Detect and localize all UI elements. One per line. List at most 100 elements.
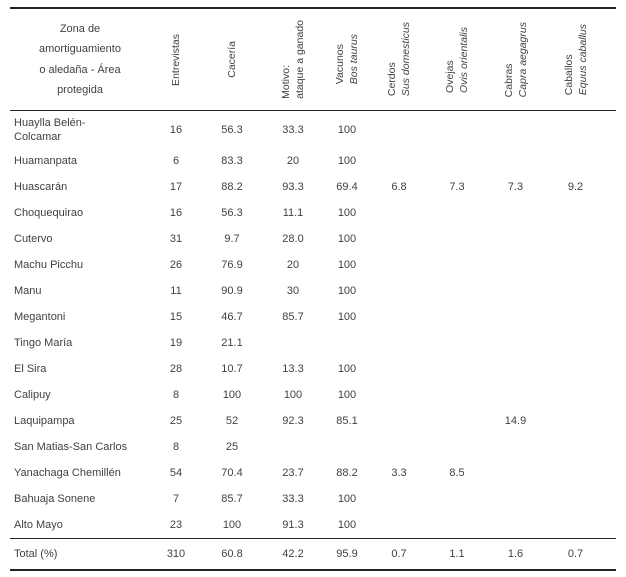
rotated-header-text: Cabras Capra aegagrus — [502, 22, 530, 97]
cell-entrevistas: 25 — [169, 415, 183, 427]
cell-vacunos: 100 — [337, 207, 357, 219]
cell-motivo: 33.3 — [282, 123, 304, 136]
cell-caceria: 90.9 — [221, 285, 243, 297]
rotated-header-text: Entrevistas — [169, 34, 183, 86]
cell-motivo: 13.3 — [282, 363, 304, 375]
cell-cabras — [486, 486, 545, 512]
cell-cabras: 7.3 — [507, 181, 524, 193]
cell-cabras — [486, 200, 545, 226]
table-row: Yanachaga Chemillén 54 70.4 23.7 88.2 3.3 8.5 — [10, 460, 616, 486]
row-label: El Sira — [14, 363, 47, 375]
cell-entrevistas: 31 — [169, 233, 183, 245]
cell-cerdos — [370, 200, 428, 226]
cell-caballos — [545, 408, 606, 434]
cell-caballos — [545, 200, 606, 226]
cell-caceria: 100 — [222, 519, 242, 531]
row-label: San Matias-San Carlos — [14, 441, 128, 453]
cell-caceria: 46.7 — [221, 311, 243, 323]
table-row: Huamanpata 6 83.3 20 100 — [10, 148, 616, 174]
header-species-sublabel: Equus caballus — [576, 23, 589, 96]
cell-motivo: 85.7 — [282, 311, 304, 323]
cell-caballos: 0.7 — [567, 548, 584, 560]
cell-caballos — [545, 356, 606, 382]
cell-cerdos — [370, 408, 428, 434]
cell-cabras — [486, 278, 545, 304]
table-row: Cutervo 31 9.7 28.0 100 — [10, 226, 616, 252]
cell-ovejas — [428, 278, 486, 304]
row-label: Calipuy — [14, 389, 51, 401]
column-header-cabras: Cabras Capra aegagrus — [486, 9, 545, 110]
cell-caballos — [545, 382, 606, 408]
cell-vacunos: 69.4 — [336, 181, 358, 193]
cell-entrevistas: 6 — [172, 155, 180, 167]
cell-cerdos — [370, 226, 428, 252]
cell-ovejas — [428, 148, 486, 174]
cell-caceria: 76.9 — [221, 259, 243, 271]
cell-entrevistas: 26 — [169, 259, 183, 271]
cell-ovejas — [428, 408, 486, 434]
cell-caballos — [545, 486, 606, 512]
cell-cabras — [486, 252, 545, 278]
cell-ovejas — [428, 200, 486, 226]
table-row: Manu 11 90.9 30 100 — [10, 278, 616, 304]
cell-entrevistas: 310 — [166, 548, 186, 560]
table-row: Huascarán 17 88.2 93.3 69.4 6.8 7.3 7.3 9.2 — [10, 174, 616, 200]
zone-header-line: protegida — [57, 84, 103, 96]
zone-header-line: amortiguamiento — [39, 43, 121, 55]
cell-caballos — [545, 226, 606, 252]
cell-caceria: 88.2 — [221, 181, 243, 193]
cell-caceria: 60.8 — [221, 548, 243, 560]
row-label: Huaylla Belén- Colcamar — [14, 116, 86, 143]
column-header-caceria: Cacería — [202, 9, 262, 110]
cell-ovejas: 8.5 — [449, 467, 465, 479]
row-label: Choquequirao — [14, 207, 84, 219]
cell-vacunos: 100 — [337, 155, 357, 167]
cell-cerdos: 3.3 — [391, 467, 407, 479]
rotated-header-text: Vacunos Bos taurus — [333, 34, 361, 84]
cell-ovejas — [428, 486, 486, 512]
cell-vacunos: 100 — [337, 123, 357, 136]
cell-caceria: 25 — [225, 441, 239, 453]
header-label: Cerdos — [386, 62, 398, 97]
cell-cabras — [486, 226, 545, 252]
cell-motivo: 93.3 — [282, 181, 304, 193]
header-sublabel: ataque a ganado — [294, 20, 306, 99]
table-body: Huaylla Belén- Colcamar 16 56.3 33.3 100 Huama… — [10, 111, 616, 569]
row-label: Bahuaja Sonene — [14, 493, 96, 505]
header-label: Ovejas — [444, 59, 456, 93]
cell-caceria: 9.7 — [224, 233, 240, 245]
cell-motivo — [262, 434, 324, 460]
row-label: Manu — [14, 285, 42, 297]
cell-motivo: 100 — [283, 389, 303, 401]
cell-entrevistas: 15 — [169, 311, 183, 323]
cell-ovejas — [428, 226, 486, 252]
table-row: Alto Mayo 23 100 91.3 100 — [10, 512, 616, 538]
table-header: Zona de amortiguamiento o aledaña - Área… — [10, 9, 616, 111]
table-row: Huaylla Belén- Colcamar 16 56.3 33.3 100 — [10, 111, 616, 148]
cell-motivo: 30 — [286, 285, 300, 297]
cell-caceria: 85.7 — [221, 493, 243, 505]
cell-motivo — [262, 330, 324, 356]
cell-caceria: 56.3 — [221, 123, 243, 136]
cell-entrevistas: 8 — [172, 389, 180, 401]
cell-motivo: 91.3 — [282, 519, 304, 531]
header-species-sublabel: Capra aegagrus — [516, 21, 529, 98]
header-label: Cacería — [226, 41, 238, 78]
header-species-sublabel: Bos taurus — [348, 34, 360, 85]
cell-ovejas: 1.1 — [449, 548, 465, 560]
cell-vacunos: 100 — [337, 285, 357, 297]
cell-cabras: 1.6 — [507, 548, 524, 560]
cell-caballos — [545, 434, 606, 460]
row-label: Huamanpata — [14, 155, 77, 167]
cell-entrevistas: 28 — [169, 363, 183, 375]
rotated-header-text: Cacería — [225, 41, 239, 78]
cell-vacunos: 100 — [337, 233, 357, 245]
cell-cerdos — [370, 111, 428, 148]
cell-caballos — [545, 304, 606, 330]
cell-cerdos — [370, 382, 428, 408]
cell-cerdos: 0.7 — [391, 548, 407, 560]
cell-ovejas — [428, 382, 486, 408]
cell-vacunos: 100 — [337, 389, 357, 401]
zone-column-header: Zona de amortiguamiento o aledaña - Área… — [10, 9, 150, 110]
column-header-entrevistas: Entrevistas — [150, 9, 202, 110]
